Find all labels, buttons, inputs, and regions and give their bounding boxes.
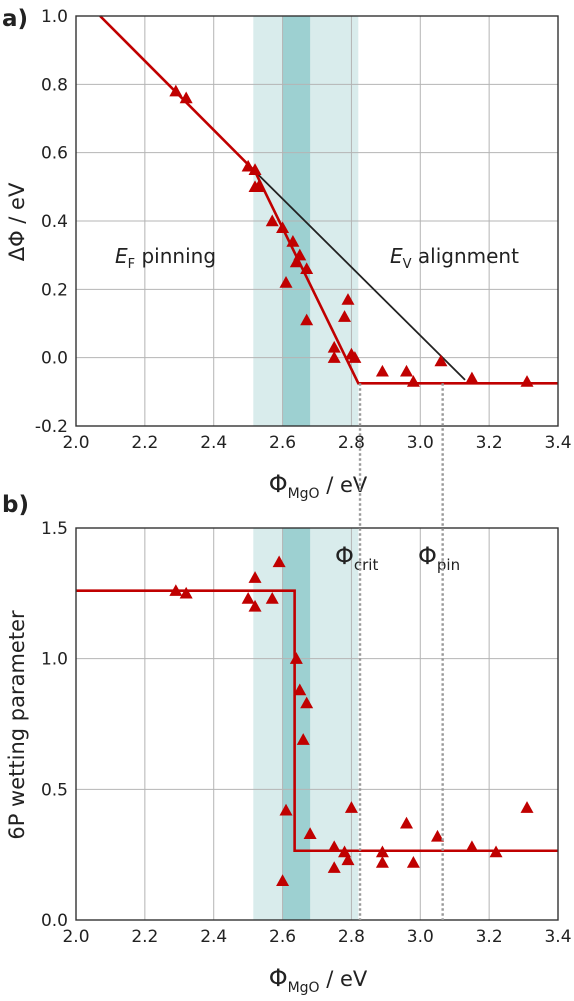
y-tick-label: 1.0 (41, 650, 68, 670)
y-tick-label: -0.2 (35, 417, 68, 437)
data-point (265, 592, 279, 604)
data-point (293, 248, 307, 261)
x-tick-label: 3.0 (407, 433, 434, 453)
phi-pin-label: Φpin (418, 542, 460, 574)
data-point (489, 845, 503, 858)
x-tick-label: 2.8 (338, 433, 365, 453)
y-tick-label: 0.8 (41, 75, 68, 95)
data-point (431, 829, 444, 842)
data-point (179, 91, 193, 104)
data-point (248, 599, 262, 612)
data-point (279, 276, 293, 288)
data-point (286, 235, 300, 247)
data-point (169, 584, 183, 596)
ideal-alignment-line (254, 170, 466, 381)
data-point (179, 586, 193, 599)
data-point (341, 293, 355, 305)
panel-b: b) 2.0 2.2 2.4 2.6 2.8 3.0 3.2 3.4 0.0 0.5 1.0 1.5… (2, 492, 572, 996)
y-tick-label: 0.0 (41, 911, 68, 931)
data-point (289, 652, 303, 664)
data-point (341, 853, 355, 866)
x-tick-label: 2.0 (62, 433, 89, 453)
data-point (300, 262, 314, 275)
panel-b-letter: b) (2, 492, 29, 518)
data-point (348, 351, 362, 363)
x-tick-label: 2.6 (269, 927, 296, 947)
panel-a: a) 2.0 2.2 2.4 2.6 2.8 3.0 3.2 3.4 -0.2 0.0 0.2 0.… (2, 6, 572, 502)
data-point (241, 159, 255, 172)
ef-pinning-label: EF pinning (115, 244, 216, 272)
x-tick-label: 2.8 (338, 927, 365, 947)
x-tick-label: 3.4 (544, 433, 571, 453)
data-point (327, 351, 341, 363)
y-tick-label: 0.4 (41, 212, 68, 232)
data-point (327, 340, 341, 353)
data-point (434, 354, 448, 367)
data-point (279, 803, 293, 816)
data-point (406, 856, 420, 868)
y-tick-label: 0.2 (41, 280, 68, 300)
panel-a-letter: a) (2, 6, 28, 32)
y-tick-label: 1.5 (41, 519, 68, 539)
panel-a-frame (75, 15, 559, 427)
x-tick-label: 3.4 (544, 927, 571, 947)
data-point (276, 874, 290, 886)
data-point (303, 827, 317, 839)
panel-b-x-axis-title: ΦMgO / eV (269, 964, 368, 996)
data-point (338, 310, 352, 322)
x-tick-label: 3.0 (407, 927, 434, 947)
data-point (375, 856, 389, 868)
panel-b-frame (75, 527, 559, 921)
data-point (265, 214, 279, 227)
x-tick-label: 2.6 (269, 433, 296, 453)
panel-a-x-axis-title: ΦMgO / eV (269, 470, 368, 502)
panel-a-y-axis-title: ΔΦ / eV (5, 182, 29, 261)
x-tick-label: 2.0 (62, 927, 89, 947)
data-point (465, 840, 479, 853)
data-point (300, 696, 314, 709)
x-tick-label: 2.4 (200, 433, 227, 453)
y-tick-label: 0.6 (41, 144, 68, 164)
data-point (276, 221, 290, 234)
data-point (289, 255, 303, 268)
data-point (400, 364, 414, 377)
y-tick-label: 0.5 (41, 780, 68, 800)
x-tick-label: 3.2 (476, 927, 503, 947)
shaded-band-dark (282, 528, 311, 920)
data-point (169, 84, 183, 97)
x-tick-label: 2.2 (131, 927, 158, 947)
ev-alignment-label: EV alignment (390, 244, 519, 272)
data-point (293, 683, 307, 696)
data-point (248, 163, 262, 175)
data-point (327, 840, 341, 853)
x-tick-label: 3.2 (476, 433, 503, 453)
y-tick-label: 0.0 (41, 349, 68, 369)
data-point (375, 364, 389, 377)
y-tick-label: 1.0 (41, 7, 68, 27)
panel-b-y-axis-title: 6P wetting parameter (5, 610, 29, 840)
data-point (300, 313, 314, 326)
x-tick-label: 2.2 (131, 433, 158, 453)
data-point (375, 845, 389, 858)
data-point (465, 371, 479, 384)
data-point (406, 375, 420, 387)
data-point (296, 733, 310, 745)
data-point (520, 801, 534, 813)
data-point (241, 592, 255, 604)
data-point (520, 375, 534, 387)
data-point (327, 861, 341, 873)
data-point (400, 816, 414, 829)
data-point (248, 571, 262, 583)
data-point (272, 555, 286, 568)
x-tick-label: 2.4 (200, 927, 227, 947)
data-point (344, 801, 358, 813)
data-point (251, 180, 265, 193)
